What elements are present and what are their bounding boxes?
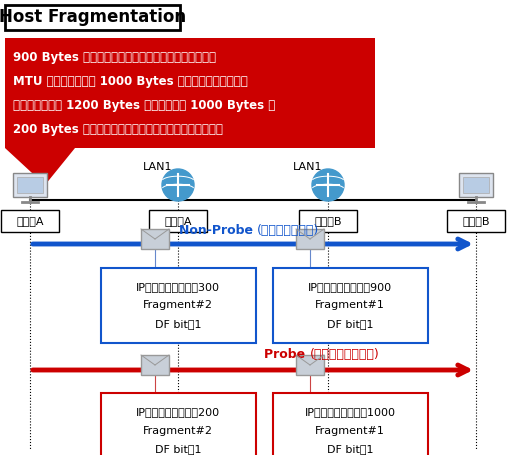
Text: ルータB: ルータB <box>314 216 342 226</box>
Text: LAN1: LAN1 <box>143 162 173 172</box>
Text: IPパケットサイズ：1000: IPパケットサイズ：1000 <box>304 407 395 417</box>
Bar <box>296 355 324 375</box>
Text: 送信パケットは 1200 Bytes だけどわざと 1000 Bytes と: 送信パケットは 1200 Bytes だけどわざと 1000 Bytes と <box>13 100 276 112</box>
Text: LAN1: LAN1 <box>293 162 323 172</box>
Bar <box>272 393 428 455</box>
Bar <box>5 38 375 148</box>
Text: Fragment#1: Fragment#1 <box>315 300 385 310</box>
Text: Fragment#2: Fragment#2 <box>143 300 213 310</box>
Text: (通常のパケット): (通常のパケット) <box>257 223 319 237</box>
Text: IPパケットサイズ：200: IPパケットサイズ：200 <box>136 407 220 417</box>
Circle shape <box>162 169 194 201</box>
Bar <box>1 210 59 232</box>
Text: Probe: Probe <box>265 349 310 362</box>
Bar <box>447 210 505 232</box>
Text: ホストB: ホストB <box>462 216 490 226</box>
Text: ルータA: ルータA <box>164 216 192 226</box>
Text: Non-Probe: Non-Probe <box>179 223 257 237</box>
Text: IPパケットサイズ：300: IPパケットサイズ：300 <box>136 282 220 292</box>
Polygon shape <box>5 148 75 185</box>
Bar <box>463 177 489 193</box>
Bar <box>101 268 255 343</box>
Bar <box>299 210 357 232</box>
Bar <box>459 173 493 197</box>
Bar <box>141 355 169 375</box>
Text: DF bit：1: DF bit：1 <box>327 444 373 454</box>
Text: DF bit：1: DF bit：1 <box>327 319 373 329</box>
Text: 900 Bytes までは通過できた。どこまで行けるかな。: 900 Bytes までは通過できた。どこまで行けるかな。 <box>13 51 216 65</box>
Bar <box>141 229 169 249</box>
Bar <box>101 393 255 455</box>
Text: (探索用のパケット): (探索用のパケット) <box>310 349 380 362</box>
Text: Host Fragmentation: Host Fragmentation <box>0 9 186 26</box>
Text: MTU 探索用に試しに 1000 Bytes のパケットを送ろう！: MTU 探索用に試しに 1000 Bytes のパケットを送ろう！ <box>13 76 248 89</box>
Text: IPパケットサイズ：900: IPパケットサイズ：900 <box>308 282 392 292</box>
Bar <box>17 177 43 193</box>
Text: DF bit：1: DF bit：1 <box>155 444 201 454</box>
Text: 200 Bytes のパケットにフラグメンテーションしよう！: 200 Bytes のパケットにフラグメンテーションしよう！ <box>13 123 223 136</box>
Bar <box>5 5 180 30</box>
Text: Fragment#2: Fragment#2 <box>143 425 213 435</box>
Bar <box>272 268 428 343</box>
Text: Fragment#1: Fragment#1 <box>315 425 385 435</box>
Bar <box>149 210 207 232</box>
Bar <box>296 229 324 249</box>
Text: DF bit：1: DF bit：1 <box>155 319 201 329</box>
Circle shape <box>312 169 344 201</box>
Bar <box>13 173 47 197</box>
Text: ホストA: ホストA <box>16 216 44 226</box>
